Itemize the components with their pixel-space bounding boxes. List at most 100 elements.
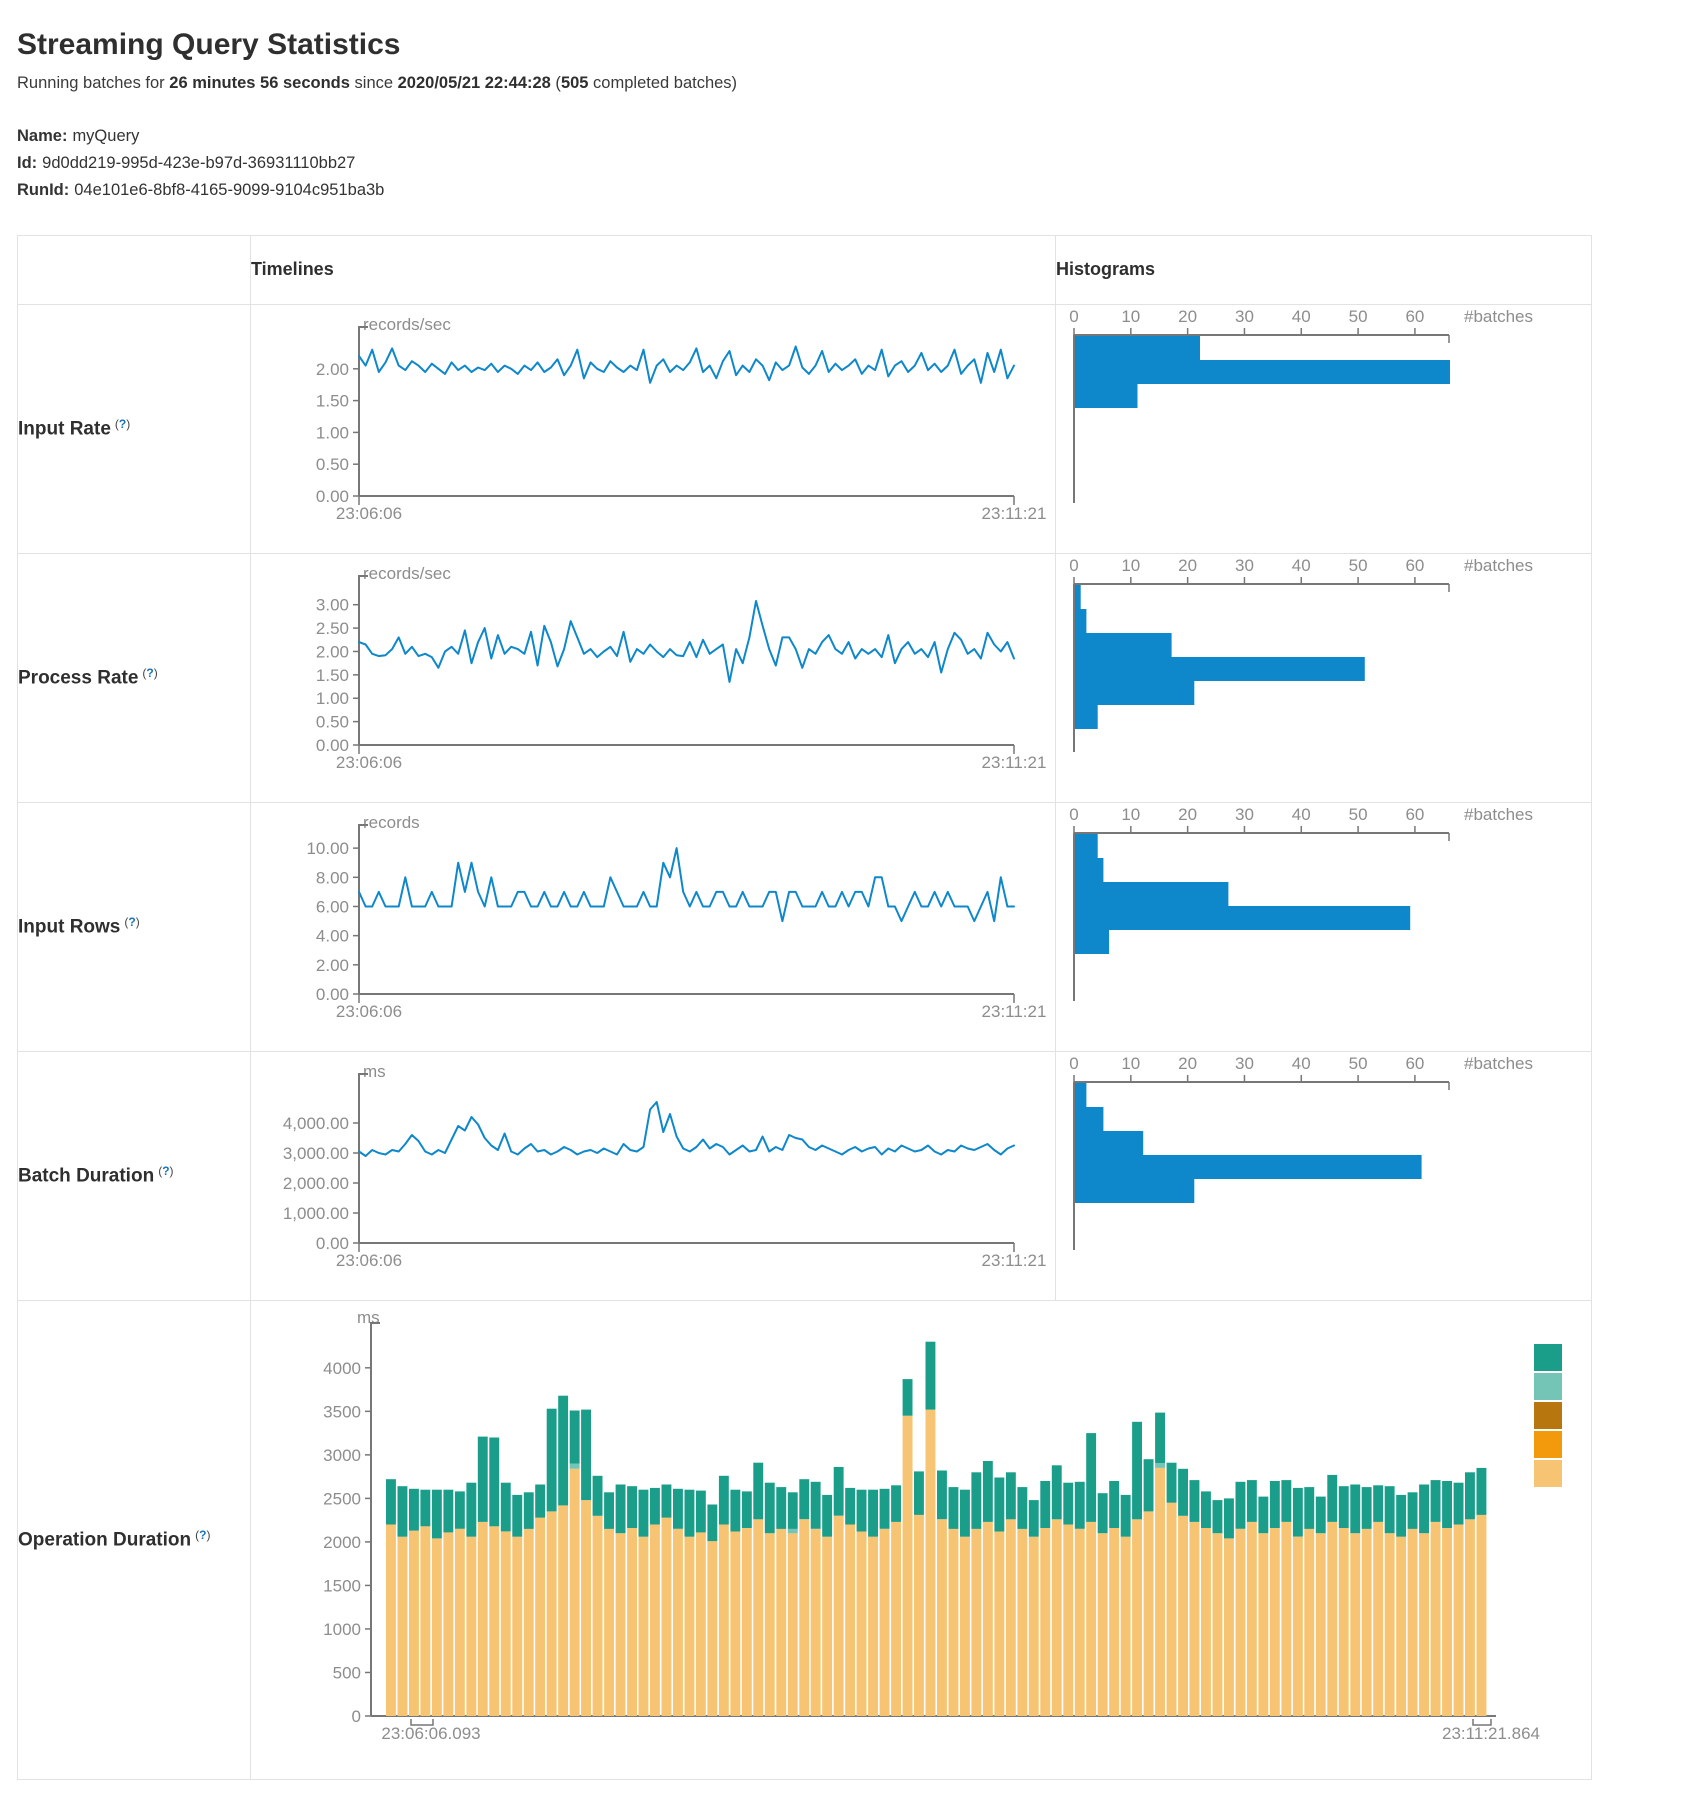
svg-text:3000: 3000 (323, 1446, 361, 1465)
svg-text:10: 10 (1121, 1054, 1140, 1073)
operation-duration-label: Operation Duration (18, 1529, 192, 1551)
svg-text:1500: 1500 (323, 1576, 361, 1595)
operation-duration-stacked-chart: ms 0 500 1000 1500 2000 2500 3000 3500 4000 23:06:… (323, 1308, 1562, 1743)
svg-text:#batches: #batches (1464, 805, 1533, 824)
svg-text:40: 40 (1292, 805, 1311, 824)
summary-paren: ( (550, 74, 561, 92)
input-rate-label-cell: Input Rate (?) (17, 303, 251, 554)
svg-text:1,000.00: 1,000.00 (283, 1204, 349, 1223)
svg-text:records/sec: records/sec (363, 315, 451, 334)
header-histograms: Histograms (1055, 234, 1592, 305)
batch-duration-label-cell: Batch Duration (?) (17, 1050, 251, 1301)
svg-text:30: 30 (1235, 1054, 1254, 1073)
svg-text:2.50: 2.50 (316, 619, 349, 638)
process-rate-timeline-chart: records/sec 0.00 0.50 1.00 1.50 2.00 2.50 3.00 2… (316, 564, 1047, 772)
input-rows-label-cell: Input Rows (?) (17, 801, 251, 1052)
svg-text:60: 60 (1405, 1054, 1424, 1073)
svg-text:50: 50 (1349, 307, 1368, 326)
batch-duration-row: Batch Duration (?) ms 0.00 1,000.00 2,000.00… (17, 1050, 1592, 1301)
svg-text:50: 50 (1349, 805, 1368, 824)
operation-duration-help-icon[interactable]: (?) (195, 1527, 211, 1542)
query-runid-line: RunId: 04e101e6-8bf8-4165-9099-9104c951ba… (17, 177, 1693, 204)
svg-text:records: records (363, 813, 420, 832)
batch-duration-label: Batch Duration (18, 1165, 155, 1187)
name-value: myQuery (72, 127, 140, 145)
table-header-row: Timelines Histograms (17, 234, 1592, 305)
svg-text:1000: 1000 (323, 1620, 361, 1639)
input-rate-row: Input Rate (?) records/sec 0.00 0.50 1.00 1.5… (17, 303, 1592, 554)
svg-text:2,000.00: 2,000.00 (283, 1174, 349, 1193)
svg-text:60: 60 (1405, 805, 1424, 824)
header-timelines: Timelines (250, 234, 1056, 305)
start-timestamp: 2020/05/21 22:44:28 (397, 74, 551, 92)
query-metadata: Name: myQuery Id: 9d0dd219-995d-423e-b97d-… (17, 123, 1693, 205)
svg-text:4000: 4000 (323, 1358, 361, 1377)
svg-text:23:06:06: 23:06:06 (336, 1251, 402, 1270)
svg-text:23:11:21: 23:11:21 (982, 504, 1047, 523)
svg-text:0: 0 (1069, 556, 1078, 575)
svg-text:8.00: 8.00 (316, 868, 349, 887)
svg-text:0.50: 0.50 (316, 455, 349, 474)
runid-value: 04e101e6-8bf8-4165-9099-9104c951ba3b (74, 181, 385, 200)
process-rate-help-icon[interactable]: (?) (142, 665, 158, 680)
summary-prefix: Running batches for (17, 74, 170, 92)
input-rate-label: Input Rate (18, 418, 111, 440)
svg-text:2.00: 2.00 (316, 642, 349, 661)
statistics-table: Timelines Histograms Input Rate (?) recor… (17, 234, 1592, 1780)
svg-text:#batches: #batches (1464, 556, 1533, 575)
svg-text:20: 20 (1178, 805, 1197, 824)
svg-text:20: 20 (1178, 556, 1197, 575)
svg-text:40: 40 (1292, 556, 1311, 575)
running-duration: 26 minutes 56 seconds (169, 74, 350, 92)
svg-text:40: 40 (1292, 307, 1311, 326)
svg-text:23:11:21: 23:11:21 (982, 1251, 1047, 1270)
svg-text:10: 10 (1121, 805, 1140, 824)
batch-duration-help-icon[interactable]: (?) (158, 1163, 174, 1178)
svg-text:23:06:06: 23:06:06 (336, 753, 402, 772)
svg-text:#batches: #batches (1464, 1054, 1533, 1073)
svg-text:3500: 3500 (323, 1402, 361, 1421)
id-value: 9d0dd219-995d-423e-b97d-36931110bb27 (42, 154, 356, 173)
svg-text:2.00: 2.00 (316, 359, 349, 378)
svg-text:10: 10 (1121, 307, 1140, 326)
summary-mid: since (349, 74, 398, 92)
svg-text:23:11:21: 23:11:21 (982, 753, 1047, 772)
process-rate-label: Process Rate (18, 667, 139, 689)
svg-text:23:11:21.864: 23:11:21.864 (1442, 1724, 1540, 1743)
input-rows-label: Input Rows (18, 916, 121, 938)
svg-text:0: 0 (1069, 1054, 1078, 1073)
svg-text:ms: ms (363, 1062, 386, 1081)
summary-suffix: completed batches) (588, 74, 738, 92)
svg-text:23:06:06: 23:06:06 (336, 504, 402, 523)
input-rate-help-icon[interactable]: (?) (114, 416, 131, 431)
svg-text:0.00: 0.00 (316, 736, 349, 755)
completed-batches-count: 505 (560, 74, 589, 92)
input-rows-histogram-chart: 0 10 20 30 40 50 60 #batches (1069, 805, 1533, 1001)
query-id-line: Id: 9d0dd219-995d-423e-b97d-36931110bb27 (17, 150, 1693, 177)
svg-text:6.00: 6.00 (316, 897, 349, 916)
input-rate-histogram-chart: 0 10 20 30 40 50 60 #batches (1069, 307, 1533, 503)
svg-text:0.00: 0.00 (316, 985, 349, 1004)
batch-duration-histogram-chart: 0 10 20 30 40 50 60 #batches (1069, 1054, 1533, 1250)
svg-text:0: 0 (1069, 307, 1078, 326)
name-label: Name: (17, 127, 68, 145)
operation-duration-row: Operation Duration (?) ms 0 500 1000 1500 2000… (17, 1299, 1592, 1780)
svg-text:1.00: 1.00 (316, 423, 349, 442)
page-title: Streaming Query Statistics (17, 28, 401, 61)
header-blank-cell (17, 234, 251, 305)
process-rate-label-cell: Process Rate (?) (17, 552, 251, 803)
svg-text:30: 30 (1235, 556, 1254, 575)
svg-text:#batches: #batches (1464, 307, 1533, 326)
query-name-line: Name: myQuery (17, 123, 1693, 150)
svg-text:500: 500 (333, 1663, 361, 1682)
svg-text:3.00: 3.00 (316, 595, 349, 614)
svg-text:4.00: 4.00 (316, 926, 349, 945)
process-rate-row: Process Rate (?) records/sec 0.00 0.50 1.00 1… (17, 552, 1592, 803)
input-rows-help-icon[interactable]: (?) (124, 914, 140, 929)
id-label: Id: (17, 154, 38, 173)
svg-text:20: 20 (1178, 1054, 1197, 1073)
svg-text:0.00: 0.00 (316, 487, 349, 506)
svg-text:10.00: 10.00 (306, 839, 349, 858)
process-rate-histogram-chart: 0 10 20 30 40 50 60 #batches (1069, 556, 1533, 752)
svg-text:30: 30 (1235, 307, 1254, 326)
